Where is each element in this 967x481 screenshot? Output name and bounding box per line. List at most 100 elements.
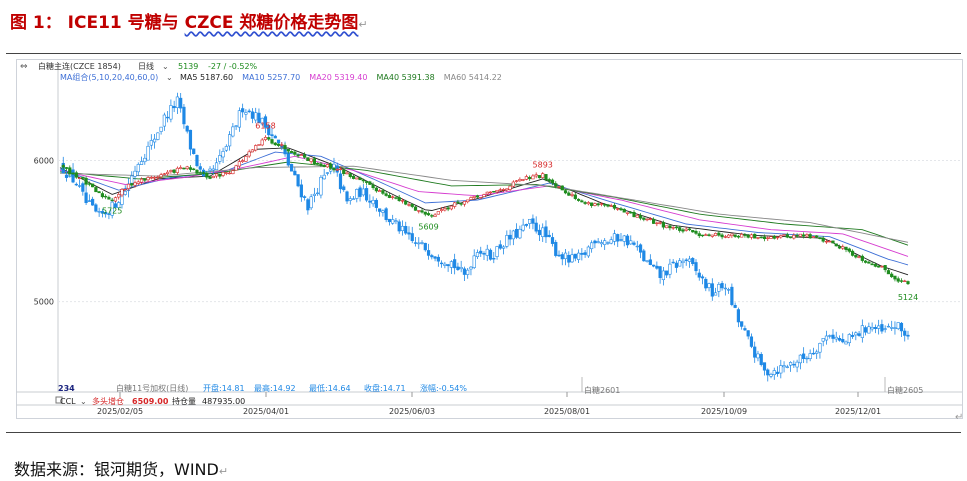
annotation-label: 6158 <box>255 121 275 130</box>
czce-candle <box>94 187 98 193</box>
czce-candle <box>306 157 310 162</box>
ice-candle <box>430 255 434 258</box>
czce-candle <box>560 185 564 191</box>
czce-candle <box>603 204 607 206</box>
ice-candle <box>671 261 675 264</box>
ice-candle <box>877 325 881 329</box>
ice-candle <box>557 254 561 257</box>
czce-candle <box>775 236 780 239</box>
ice-candle <box>834 336 838 340</box>
ice-candle <box>740 321 744 327</box>
czce-candle <box>837 246 842 249</box>
czce-candle <box>283 145 287 150</box>
ice-candle <box>462 268 467 275</box>
czce-candle <box>338 168 343 171</box>
ice-candle <box>890 327 894 329</box>
x-tick-label: 2025/06/03 <box>389 407 435 416</box>
indicator-name[interactable]: CCL <box>60 397 76 406</box>
ice-candle <box>596 241 600 243</box>
czce-candle <box>201 172 206 174</box>
czce-candle <box>658 222 662 224</box>
ice-candle <box>449 261 453 268</box>
ice-candle <box>495 246 499 257</box>
czce-candle <box>309 158 313 162</box>
ice-candle <box>322 174 326 180</box>
czce-candle <box>694 231 698 234</box>
ice-candle <box>472 255 476 268</box>
chart-frame <box>16 59 963 419</box>
czce-candle <box>681 229 685 232</box>
czce-candle <box>873 264 877 267</box>
ice-candle <box>492 258 496 260</box>
czce-candle <box>828 240 832 243</box>
czce-candle <box>798 233 802 237</box>
ice-candle <box>586 246 590 257</box>
czce-candle <box>782 234 786 236</box>
czce-candle <box>139 178 144 183</box>
annotation-label: 5893 <box>533 161 553 170</box>
indicator-toggle-icon[interactable] <box>55 396 63 404</box>
ice-candle <box>717 284 721 292</box>
ice-open: 开盘:14.81 <box>203 383 245 393</box>
ma-group-dropdown-icon[interactable]: ⌄ <box>166 73 173 82</box>
czce-candle <box>541 173 545 178</box>
czce-candle <box>188 167 193 170</box>
ma-group-label: MA组合(5,10,20,40,60,0) <box>60 72 158 82</box>
ice-candle <box>107 213 111 215</box>
contract-label: 白糖2601 <box>584 385 620 395</box>
ice-candle <box>616 234 620 242</box>
czce-candle <box>325 164 330 168</box>
ice-candle <box>453 259 457 269</box>
czce-candle <box>880 265 884 268</box>
czce-candle <box>436 211 440 215</box>
indicator-dropdown-icon[interactable]: ⌄ <box>80 397 87 406</box>
ice-candle <box>371 200 375 205</box>
czce-candle <box>459 203 463 205</box>
ice-candle <box>296 174 300 187</box>
czce-candle <box>903 280 907 282</box>
ice-candle <box>77 185 82 187</box>
czce-candle <box>684 228 688 231</box>
ma-legend-item: MA5 5187.60 <box>180 73 233 82</box>
czce-candle <box>769 236 773 239</box>
ice-candle <box>384 208 388 220</box>
czce-candle <box>117 194 121 198</box>
czce-candle <box>501 189 506 191</box>
ice-candle <box>821 338 825 342</box>
czce-candle <box>811 236 816 238</box>
ice-candle <box>117 202 121 209</box>
ice-candle <box>469 266 473 270</box>
ice-candle <box>241 108 245 113</box>
ice-candle <box>289 163 294 172</box>
czce-candle <box>886 270 891 275</box>
czce-candle <box>788 236 793 239</box>
czce-candle <box>446 207 450 210</box>
ice-candle <box>231 126 235 137</box>
ice-candle <box>100 211 104 214</box>
czce-candle <box>166 171 170 174</box>
ice-candle <box>303 196 307 198</box>
czce-candle <box>557 186 561 188</box>
czce-candle <box>231 170 235 175</box>
ice-candle <box>466 269 470 275</box>
czce-candle <box>263 137 268 140</box>
czce-candle <box>74 172 78 178</box>
czce-candle <box>730 233 734 236</box>
czce-candle <box>113 197 118 202</box>
czce-candle <box>185 166 189 169</box>
ice-candle <box>146 145 150 161</box>
czce-candle <box>717 232 721 236</box>
czce-candle <box>433 214 437 217</box>
czce-candle <box>87 183 91 185</box>
czce-candle <box>130 183 134 186</box>
ice-candle <box>195 154 199 167</box>
period-dropdown-icon[interactable]: ⌄ <box>162 62 169 71</box>
czce-candle <box>795 234 799 237</box>
czce-candle <box>547 179 551 182</box>
ice-candle <box>400 225 405 231</box>
collapse-icon[interactable]: ⇔ <box>20 62 28 72</box>
ice-candle <box>759 354 763 365</box>
ice-candle <box>651 264 656 267</box>
czce-candle <box>599 203 604 205</box>
ice-candle <box>782 365 786 368</box>
